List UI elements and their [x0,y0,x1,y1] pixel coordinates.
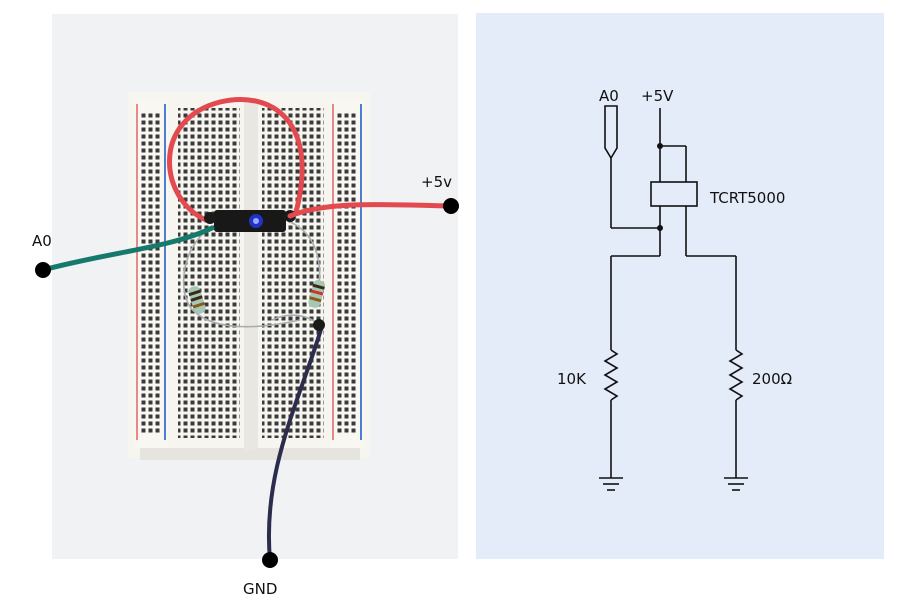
vcc-wire [287,201,454,219]
a0-wire [40,225,215,273]
red-jumper-loop [167,96,305,223]
wire-cap-gnd [313,319,325,331]
schematic-vcc-label: +5V [641,87,674,105]
wire-cap-left [204,212,216,224]
vcc-terminal-dot [443,198,459,214]
resistor-right-photo [308,280,326,308]
junction-dot-a0 [657,225,663,231]
sensor-symbol [650,181,698,207]
junction-dot-vcc [657,143,663,149]
schematic [599,105,748,491]
gnd-wire [267,324,324,562]
schematic-sensor-label: TCRT5000 [709,189,785,207]
a0-terminal-dot [35,262,51,278]
a0-label: A0 [32,232,52,250]
sensor-led-highlight [253,218,259,224]
schematic-panel [476,13,884,559]
vcc-label: +5v [421,173,452,191]
a0-probe-symbol [604,105,618,160]
resistor-10k-symbol [603,349,619,401]
lead-wire-bottom [271,314,317,323]
breadboard [128,92,370,460]
resistor-200-symbol [728,349,744,401]
breadboard-base [140,448,360,460]
gnd-terminal-dot [262,552,278,568]
schematic-a0-label: A0 [599,87,619,105]
schematic-r-right-label: 200Ω [752,370,792,388]
resistor-left-photo [188,286,206,314]
center-channel [244,100,258,450]
gnd-label: GND [243,580,277,598]
schematic-r-left-label: 10K [557,370,587,388]
left-terminal-holes [178,108,240,438]
right-rail-holes [337,112,358,434]
right-terminal-holes [262,108,324,438]
left-rail-holes [141,112,162,434]
tcrt5000-sensor [214,210,286,232]
